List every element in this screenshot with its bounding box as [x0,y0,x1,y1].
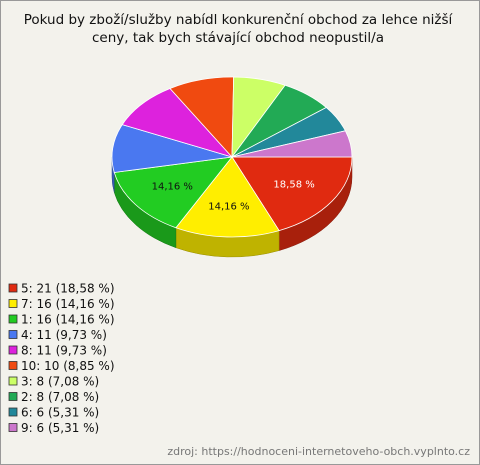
legend-swatch [8,407,18,417]
legend-label: 7: 16 (14,16 %) [21,297,115,311]
slice [113,156,233,229]
data-label: 18,58 % [273,179,314,190]
legend-swatch [8,361,18,370]
legend-swatch [8,423,18,432]
legend-swatch [8,283,18,293]
legend-label: 3: 8 (7,08 %) [21,375,99,389]
legend-swatch [8,330,18,339]
legend-label: 6: 6 (5,31 %) [21,406,99,420]
slice [231,130,353,158]
data-label: 14,16 % [152,182,193,193]
chart-title: ceny, tak bych stávající obchod neopusti… [92,30,384,46]
legend-label: 9: 6 (5,31 %) [21,421,99,435]
slice [175,156,280,238]
legend-label: 10: 10 (8,85 %) [21,359,115,373]
legend-swatch [8,392,18,401]
legend-label: 2: 8 (7,08 %) [21,390,99,404]
slice [111,124,233,173]
legend-label: 5: 21 (18,58 %) [21,282,115,296]
chart-title: Pokud by zboží/služby nabídl konkurenční… [24,12,454,28]
legend-label: 1: 16 (14,16 %) [21,313,115,327]
legend-swatch [8,314,18,324]
legend-swatch [8,345,18,355]
data-label: 14,16 % [208,202,249,213]
slice [121,88,234,158]
legend-swatch [8,299,18,308]
legend-label: 8: 11 (9,73 %) [21,344,107,358]
source: zdroj: https://hodnoceni-internetoveho-o… [167,445,470,458]
slice [231,156,353,232]
legend-label: 4: 11 (9,73 %) [21,328,107,342]
legend-swatch [8,376,18,386]
